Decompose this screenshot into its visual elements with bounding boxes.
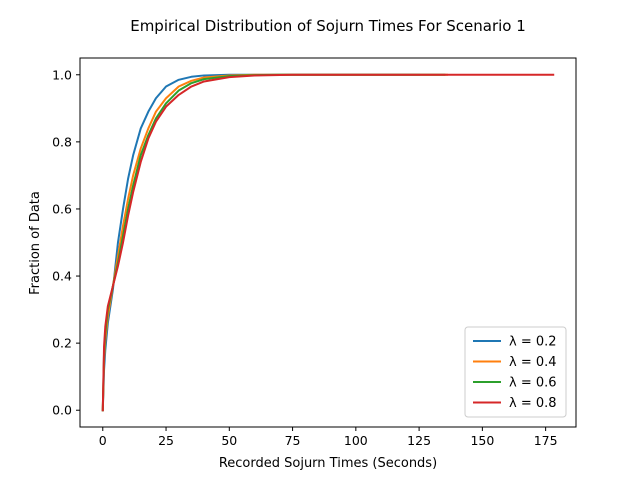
y-axis-label: Fraction of Data [28,191,43,295]
x-tick-label: 25 [158,433,174,448]
x-axis-label: Recorded Sojurn Times (Seconds) [219,456,437,471]
x-tick-label: 125 [407,433,431,448]
legend: λ = 0.2 λ = 0.4 λ = 0.6 λ = 0.8 [464,326,567,418]
y-tick-label: 0.8 [52,134,72,149]
y-tick-label: 0.6 [52,201,72,216]
series-line-4 [101,73,555,412]
chart-title: Empirical Distribution of Sojurn Times F… [130,17,526,35]
x-tick-label: 175 [534,433,558,448]
x-tick-label: 50 [221,433,237,448]
x-tick-label: 150 [470,433,494,448]
axes-group: 0 25 50 75 100 125 150 175 0.0 0.2 0.4 0.6 0.8 1.0 [52,57,577,448]
x-tick-label: 0 [99,433,107,448]
x-tick-label: 100 [344,433,368,448]
y-tick-label: 0.2 [52,336,72,351]
y-tick-label: 1.0 [52,67,72,82]
y-tick-label: 0.4 [52,269,72,284]
legend-box [464,326,567,418]
legend-label-2: λ = 0.4 [509,355,557,370]
legend-label-4: λ = 0.8 [509,396,557,411]
legend-label-1: λ = 0.2 [509,335,557,350]
series-group [101,73,555,412]
y-tick-label: 0.0 [52,403,72,418]
legend-label-3: λ = 0.6 [509,376,557,391]
x-tick-label: 75 [285,433,301,448]
axes-frame [79,57,577,428]
